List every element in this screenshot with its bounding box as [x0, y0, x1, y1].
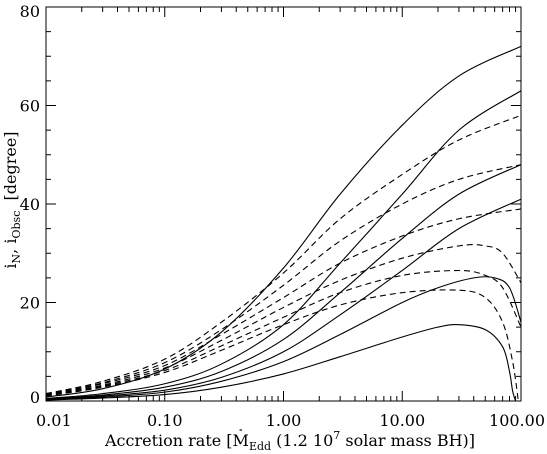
x-title-mdot: M: [233, 431, 249, 450]
x-tick-label: 0.10: [147, 411, 183, 430]
x-title-suffix: solar mass BH)]: [340, 431, 475, 450]
x-title-prefix: Accretion rate [: [104, 431, 233, 450]
dashed-curve-9: [45, 208, 522, 396]
dashed-curve-11: [45, 269, 522, 397]
x-tick-label: 100.00: [489, 411, 545, 430]
x-title-mdot-sub: Edd: [249, 440, 271, 453]
y-tick-label: 60: [20, 97, 40, 116]
dashed-curve-12: [45, 289, 519, 402]
solid-curve-3: [45, 164, 522, 400]
solid-curve-4: [45, 198, 522, 401]
y-tick-label: 40: [20, 195, 40, 214]
x-tick-label: 0.01: [36, 411, 72, 430]
dashed-curve-10: [45, 244, 522, 396]
y-tick-label: 20: [20, 294, 40, 313]
dashed-curve-8: [45, 164, 522, 395]
solid-curve-1: [45, 45, 522, 398]
solid-curve-5: [45, 276, 522, 401]
tick-labels-group: 0.01 0.10 1.00 10.00 100.00 0 20 40 60 80: [20, 2, 545, 430]
x-title-exp: 7: [333, 429, 340, 442]
curves-group: [45, 45, 522, 402]
y-title-i1-sub: N: [10, 253, 23, 263]
x-title-middle: (1.2 10: [271, 431, 333, 450]
y-title-suffix: [degree]: [1, 131, 20, 210]
y-title-i2-sub: Obsc: [10, 211, 23, 239]
dashed-curve-7: [45, 114, 522, 395]
x-tick-label: 1.00: [266, 411, 302, 430]
y-axis-title: iN, iObsc [degree]: [1, 131, 23, 268]
solid-curve-2: [45, 90, 522, 400]
plot-frame: [45, 6, 522, 402]
x-tick-label: 10.00: [379, 411, 425, 430]
ticks-group: [45, 6, 522, 402]
y-tick-label: 80: [20, 2, 40, 21]
solid-curve-6: [45, 324, 517, 402]
y-title-i2: i: [1, 239, 20, 244]
y-title-i1: i: [1, 263, 20, 268]
y-tick-label: 0: [30, 388, 40, 407]
y-title-sep: ,: [1, 244, 20, 254]
x-axis-title: Accretion rate [MEdd (1.2 107 solar mass…: [104, 429, 475, 453]
